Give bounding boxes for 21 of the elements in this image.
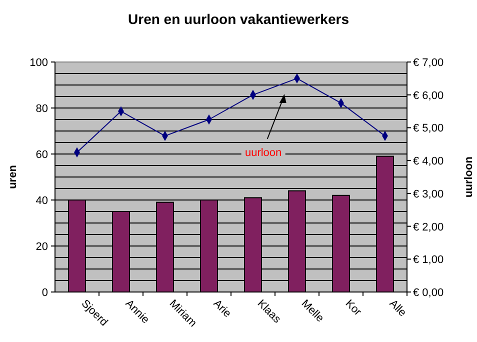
y-tick-label: 80 — [36, 103, 48, 115]
chart-title: Uren en uurloon vakantiewerkers — [128, 11, 350, 27]
y2-tick-label: € 4,00 — [413, 156, 444, 168]
y-tick-label: 100 — [30, 57, 48, 69]
y-tick-label: 20 — [36, 241, 48, 253]
x-tick-label: Kor — [342, 298, 364, 318]
y2-tick-label: € 6,00 — [413, 90, 444, 102]
y2-tick-label: € 0,00 — [413, 287, 444, 299]
y-tick-label: 60 — [36, 149, 48, 161]
y2-tick-label: € 1,00 — [413, 254, 444, 266]
y2-tick-label: € 3,00 — [413, 188, 444, 200]
x-tick-label: Alle — [386, 298, 408, 320]
annotation: uurloon — [244, 147, 282, 159]
y-tick-label: 0 — [42, 287, 48, 299]
y2-axis-title: uurloon — [463, 156, 475, 198]
y2-tick-label: € 2,00 — [413, 221, 444, 234]
y2-tick-label: € 7,00 — [413, 57, 444, 69]
y-axis-title: uren — [7, 164, 19, 189]
y2-tick-label: € 5,00 — [413, 122, 444, 135]
x-tick-label: Arie — [210, 298, 234, 320]
y-tick-label: 40 — [36, 195, 48, 207]
